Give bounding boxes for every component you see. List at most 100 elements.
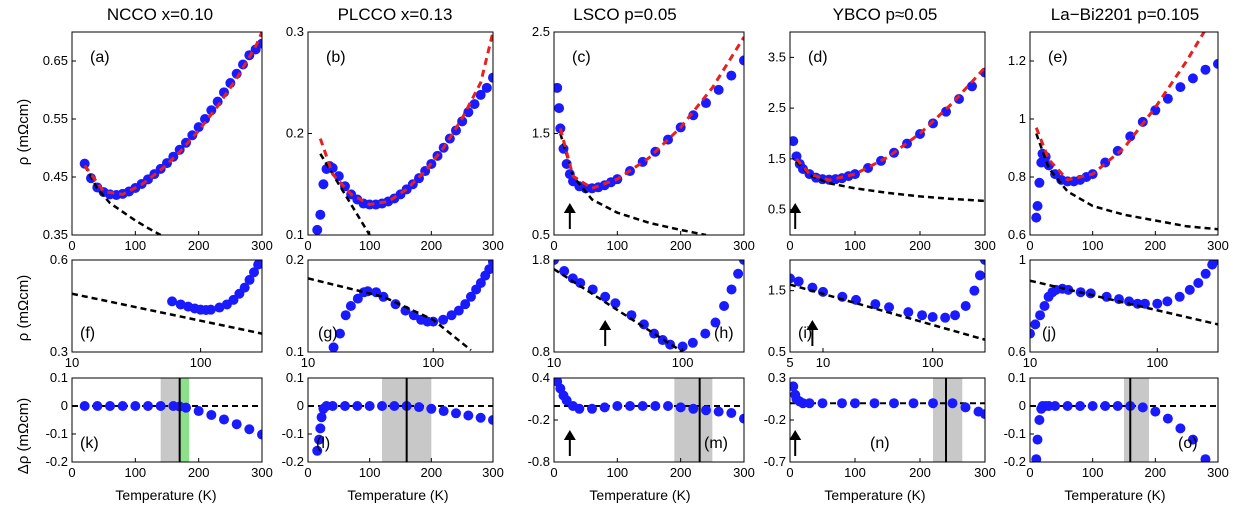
data-point [438,406,449,417]
x-tick-label: 300 [1207,238,1229,253]
y-tick-label: -0.2 [282,454,304,469]
y-tick-label: 0.5 [768,202,786,217]
data-point [928,398,938,409]
data-point [143,401,153,411]
data-point [316,412,327,423]
plot-area [1031,32,1218,231]
title-YBCO: YBCO p≈0.05 [833,5,938,24]
data-point [257,260,262,265]
axes-frame [71,377,263,463]
data-point [687,337,698,348]
data-point [1162,413,1173,424]
data-point [312,224,323,235]
data-point [739,413,744,424]
data-point [790,381,799,392]
data-point [719,301,730,311]
arrow-head [599,320,612,330]
axes-frame [789,31,986,236]
x-tick-label: 300 [974,238,996,253]
plot-area [72,260,262,335]
data-point [206,409,217,420]
data-point [554,260,559,265]
row-y-labels: ρ (mΩcm) ρ (mΩcm) Δρ (mΩcm) [15,99,32,474]
data-point [117,401,128,411]
x-tick-label: 200 [670,465,692,480]
y-tick-label: -0.2 [528,412,550,427]
data-point [451,408,461,419]
data-point [713,84,724,95]
plot-area [790,381,985,420]
data-point [205,304,216,315]
panel-PLCCO-mid: 10 100 0.1 0.2 (g) [286,252,494,370]
plot-area [1030,401,1218,462]
y-tick-label: 0.4 [532,370,550,385]
title-La-Bi2201: La−Bi2201 p=0.105 [1051,5,1199,24]
data-point [980,409,985,420]
data-point [1100,401,1111,411]
data-point [850,398,860,409]
x-tick-label: 200 [909,238,931,253]
panel-PLCCO-bot: 0 100 200 300 -0.2 -0.1 0 0.1 (l) [282,370,504,480]
data-point [574,403,585,414]
data-point [1063,284,1074,295]
plot-area [554,260,744,352]
y-tick-label: 0.1 [50,370,68,385]
data-point [155,401,166,411]
arrow-marker [563,430,576,456]
y-tick-label: 2.5 [532,24,550,39]
y-tick-label: -0.2 [46,454,68,469]
x-tick-label: 0 [786,465,793,480]
x-tick-label: 0 [1026,238,1033,253]
data-point [475,278,486,288]
uncertainty-band-green [179,378,190,462]
data-point [1162,296,1173,307]
data-point [917,310,928,321]
axes-frame [789,259,986,353]
y-tick-label: 0.1 [1008,370,1026,385]
data-point [1175,82,1186,93]
plot-area [790,66,985,203]
axes-frame [307,377,494,463]
data-point [1062,401,1073,411]
data-point [340,401,350,411]
panel-label: (o) [1178,435,1198,452]
y-tick-label: -0.2 [764,412,786,427]
xlabel-NCCO: Temperature (K) [115,487,216,503]
panel-label: (h) [714,325,734,342]
x-tick-label: 300 [1207,465,1229,480]
data-point [130,401,141,411]
y-tick-label: 0.45 [43,169,68,184]
data-point [239,282,250,293]
data-point [315,209,326,220]
panel-label: (n) [870,435,890,452]
uncertainty-band [1124,378,1150,462]
x-tick-label: 0 [304,465,311,480]
data-point [980,260,985,265]
x-tick-label: 0 [304,238,311,253]
plot-area [554,378,744,424]
title-LSCO: LSCO p=0.05 [573,5,677,24]
x-tick-label: 0 [550,238,557,253]
fit-line-total [318,32,493,207]
plot-area [308,401,493,456]
data-point [575,278,586,288]
data-point [389,401,400,411]
y-tick-label: 0.6 [50,252,68,267]
data-point [967,81,977,92]
arrow-marker [789,203,802,229]
arrow-marker [563,203,576,229]
x-tick-label: 300 [482,465,504,480]
data-point [600,291,611,302]
data-point [1087,401,1098,411]
data-point [469,99,480,110]
data-point [200,114,210,124]
fit-line-partial [83,164,162,235]
arrow-head [563,203,576,213]
x-tick-label: 100 [359,238,381,253]
x-tick-label: 0 [68,238,75,253]
data-point [1200,454,1211,462]
uncertainty-band [933,378,963,462]
arrow-head [806,320,819,330]
data-point [726,408,737,418]
data-point [318,179,329,190]
